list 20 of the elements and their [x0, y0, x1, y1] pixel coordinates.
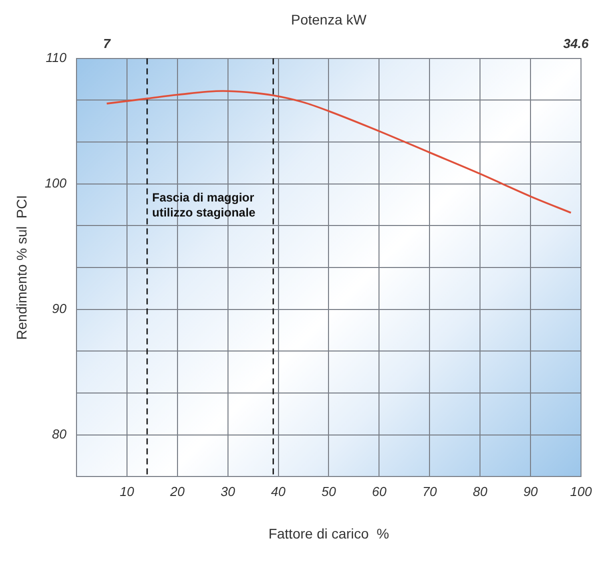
x-tick-label: 70 — [422, 484, 438, 500]
x2-tick-label: 34.6 — [563, 36, 590, 52]
x-tick-label: 40 — [271, 484, 286, 500]
annotation: Fascia di maggior utilizzo stagionale — [152, 190, 256, 220]
y-tick-label: 90 — [52, 300, 68, 316]
x-tick-label: 20 — [169, 484, 186, 500]
x2-tick-label: 7 — [103, 36, 112, 52]
x-tick-label: 30 — [220, 484, 236, 500]
x-tick-label: 80 — [472, 484, 488, 500]
x-tick-label: 60 — [372, 484, 388, 500]
x-tick-label: 50 — [322, 484, 337, 500]
y-tick-label: 80 — [52, 426, 68, 442]
x-axis-title: Fattore di carico % — [268, 525, 390, 542]
y-tick-label: 110 — [46, 50, 68, 66]
y-axis-title: Rendimento % sul PCI — [13, 195, 30, 340]
y-tick-label: 100 — [44, 175, 68, 190]
x-tick-label: 100 — [570, 484, 593, 500]
x-tick-label: 10 — [120, 484, 135, 500]
x2-axis-title: Potenza kW — [291, 11, 368, 28]
x-tick-label: 90 — [523, 484, 539, 500]
